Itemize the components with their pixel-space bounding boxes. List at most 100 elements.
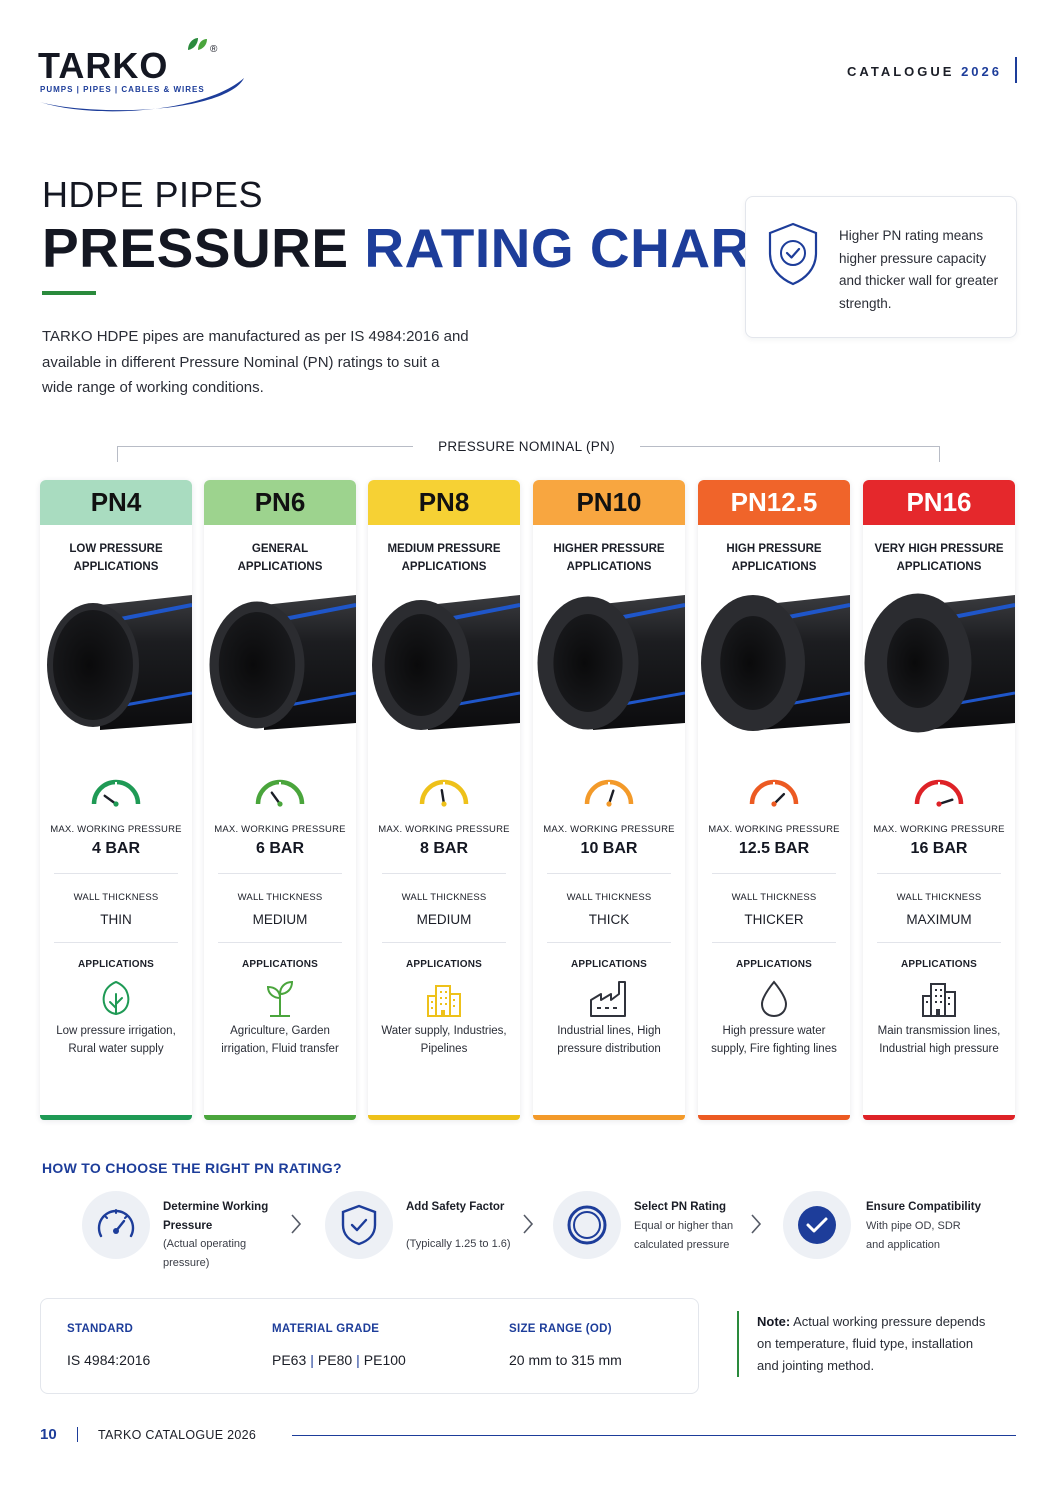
- standard-value: IS 4984:2016: [67, 1352, 151, 1368]
- applications-desc: Industrial lines, High pressure distribu…: [557, 1025, 661, 1055]
- hdpe-pipe-image: [537, 595, 685, 730]
- logo-leaf-icon: [188, 38, 207, 50]
- page-subtitle: HDPE PIPES: [42, 174, 264, 215]
- applications-label: APPLICATIONS: [735, 959, 813, 970]
- step-2-desc: (Typically 1.25 to 1.6): [406, 1238, 511, 1250]
- max-pressure-label: MAX. WORKING PRESSURE: [708, 824, 840, 835]
- column-accent-bar: [698, 1115, 850, 1120]
- step-4-badge: [783, 1191, 851, 1259]
- pn-label: PN16: [906, 487, 972, 517]
- wall-thickness-value: THICK: [588, 912, 630, 927]
- pn-subtitle: LOW PRESSURE APPLICATIONS: [40, 540, 192, 580]
- title-blue-part: RATING CHART: [364, 217, 785, 279]
- applications-label: APPLICATIONS: [77, 959, 155, 970]
- applications-desc: Water supply, Industries, Pipelines: [381, 1025, 507, 1055]
- pn-columns: PN4 LOW PRESSURE APPLICATIONS: [40, 480, 1017, 1120]
- pn-subtitle-line-2: APPLICATIONS: [237, 561, 323, 573]
- max-pressure-value: 6 BAR: [255, 840, 304, 857]
- note-accent-bar: [737, 1311, 739, 1377]
- hdpe-pipe-image: [701, 595, 850, 731]
- divider: [547, 942, 671, 943]
- divider: [877, 942, 1001, 943]
- pn-subtitle-line-1: HIGH PRESSURE: [726, 543, 822, 555]
- registered-mark: ®: [210, 44, 218, 55]
- step-2-badge: [325, 1191, 393, 1259]
- max-pressure-value: 8 BAR: [419, 840, 468, 857]
- intro-paragraph: TARKO HDPE pipes are manufactured as per…: [42, 328, 469, 396]
- catalogue-label: CATALOGUE 2026: [847, 64, 1002, 79]
- leaf-icon: [102, 980, 130, 1016]
- pn-subtitle-line-2: APPLICATIONS: [401, 561, 487, 573]
- pn-subtitle-line-1: MEDIUM PRESSURE: [387, 543, 501, 555]
- pn-subtitle-line-2: APPLICATIONS: [566, 561, 652, 573]
- logo-swoosh: [40, 78, 244, 112]
- pn-header: PN10: [533, 480, 685, 525]
- hdpe-pipe-image: [864, 593, 1015, 733]
- step-2-title: Add Safety Factor: [406, 1201, 505, 1213]
- column-accent-bar: [368, 1115, 520, 1120]
- pn-header: PN16: [863, 480, 1015, 525]
- wall-thickness-label: WALL THICKNESS: [73, 892, 159, 903]
- pressure-gauge-icon: [255, 779, 305, 807]
- pn-subtitle-line-1: HIGHER PRESSURE: [553, 543, 665, 555]
- wall-thickness-label: WALL THICKNESS: [566, 892, 652, 903]
- material-values: PE63 | PE80 | PE100: [272, 1352, 406, 1368]
- pn-bracket-right: [640, 446, 940, 462]
- wall-thickness-value: THIN: [100, 912, 132, 927]
- column-accent-bar: [40, 1115, 192, 1120]
- pn-header: PN12.5: [698, 480, 850, 525]
- pn-column-6: PN16 VERY HIGH PRESSURE APPLICATIONS: [863, 480, 1015, 1120]
- pressure-gauge-icon: [749, 779, 799, 807]
- info-card: Higher PN rating means higher pressure c…: [745, 196, 1017, 338]
- column-accent-bar: [204, 1115, 356, 1120]
- divider: [877, 873, 1001, 874]
- pn-subtitle: HIGHER PRESSURE APPLICATIONS: [533, 540, 685, 580]
- max-pressure-label: MAX. WORKING PRESSURE: [214, 824, 346, 835]
- brand-name: TARKO: [38, 45, 169, 86]
- divider: [712, 873, 836, 874]
- pn-subtitle: MEDIUM PRESSURE APPLICATIONS: [368, 540, 520, 580]
- ring-icon: [567, 1205, 607, 1245]
- size-label: SIZE RANGE (OD): [509, 1323, 612, 1335]
- brand-logo: TARKO ® PUMPS | PIPES | CABLES & WIRES: [36, 34, 256, 116]
- step-1-badge: [82, 1191, 150, 1259]
- column-accent-bar: [533, 1115, 685, 1120]
- note-label: Note:: [757, 1314, 791, 1329]
- applications-desc: Main transmission lines, Industrial high…: [877, 1025, 1001, 1055]
- chevron-right-icon: [291, 1214, 302, 1234]
- size-value: 20 mm to 315 mm: [509, 1352, 622, 1368]
- divider: [382, 873, 506, 874]
- catalogue-year: 2026: [961, 64, 1002, 79]
- standard-label: STANDARD: [67, 1323, 134, 1335]
- divider: [54, 873, 178, 874]
- step-4-title: Ensure Compatibility: [866, 1201, 982, 1213]
- spec-box: STANDARD IS 4984:2016 MATERIAL GRADE PE6…: [40, 1298, 699, 1394]
- pn-subtitle-line-2: APPLICATIONS: [896, 561, 982, 573]
- info-card-text: Higher PN rating means higher pressure c…: [839, 228, 999, 311]
- pn-column-5: PN12.5 HIGH PRESSURE APPLICATIONS: [698, 480, 850, 1120]
- pn-column-4: PN10 HIGHER PRESSURE APPLICATIONS: [533, 480, 685, 1120]
- max-pressure-label: MAX. WORKING PRESSURE: [378, 824, 510, 835]
- title-dark-part: PRESSURE: [42, 217, 349, 279]
- brand-tagline: PUMPS | PIPES | CABLES & WIRES: [40, 85, 205, 94]
- wall-thickness-value: THICKER: [744, 912, 804, 927]
- pn-bracket-left: [117, 446, 413, 462]
- chevron-right-icon: [523, 1214, 534, 1234]
- pn-header: PN8: [368, 480, 520, 525]
- footer-rule: [292, 1435, 1016, 1436]
- material-pe80: PE80: [317, 1352, 353, 1368]
- pn-subtitle-line-1: GENERAL: [251, 543, 309, 555]
- max-pressure-label: MAX. WORKING PRESSURE: [543, 824, 675, 835]
- pn-subtitle: GENERAL APPLICATIONS: [204, 540, 356, 580]
- pn-column-1: PN4 LOW PRESSURE APPLICATIONS: [40, 480, 192, 1120]
- buildings-icon: [427, 985, 461, 1017]
- wall-thickness-label: WALL THICKNESS: [731, 892, 817, 903]
- applications-desc: High pressure water supply, Fire fightin…: [711, 1025, 837, 1055]
- max-pressure-label: MAX. WORKING PRESSURE: [873, 824, 1005, 835]
- wall-thickness-label: WALL THICKNESS: [896, 892, 982, 903]
- pn-subtitle-line-1: VERY HIGH PRESSURE: [874, 543, 1004, 555]
- step-1-desc: (Actual operating pressure): [163, 1238, 247, 1269]
- pn-label: PN8: [418, 487, 470, 517]
- water-drop-icon: [760, 980, 788, 1018]
- catalogue-word: CATALOGUE: [847, 64, 955, 79]
